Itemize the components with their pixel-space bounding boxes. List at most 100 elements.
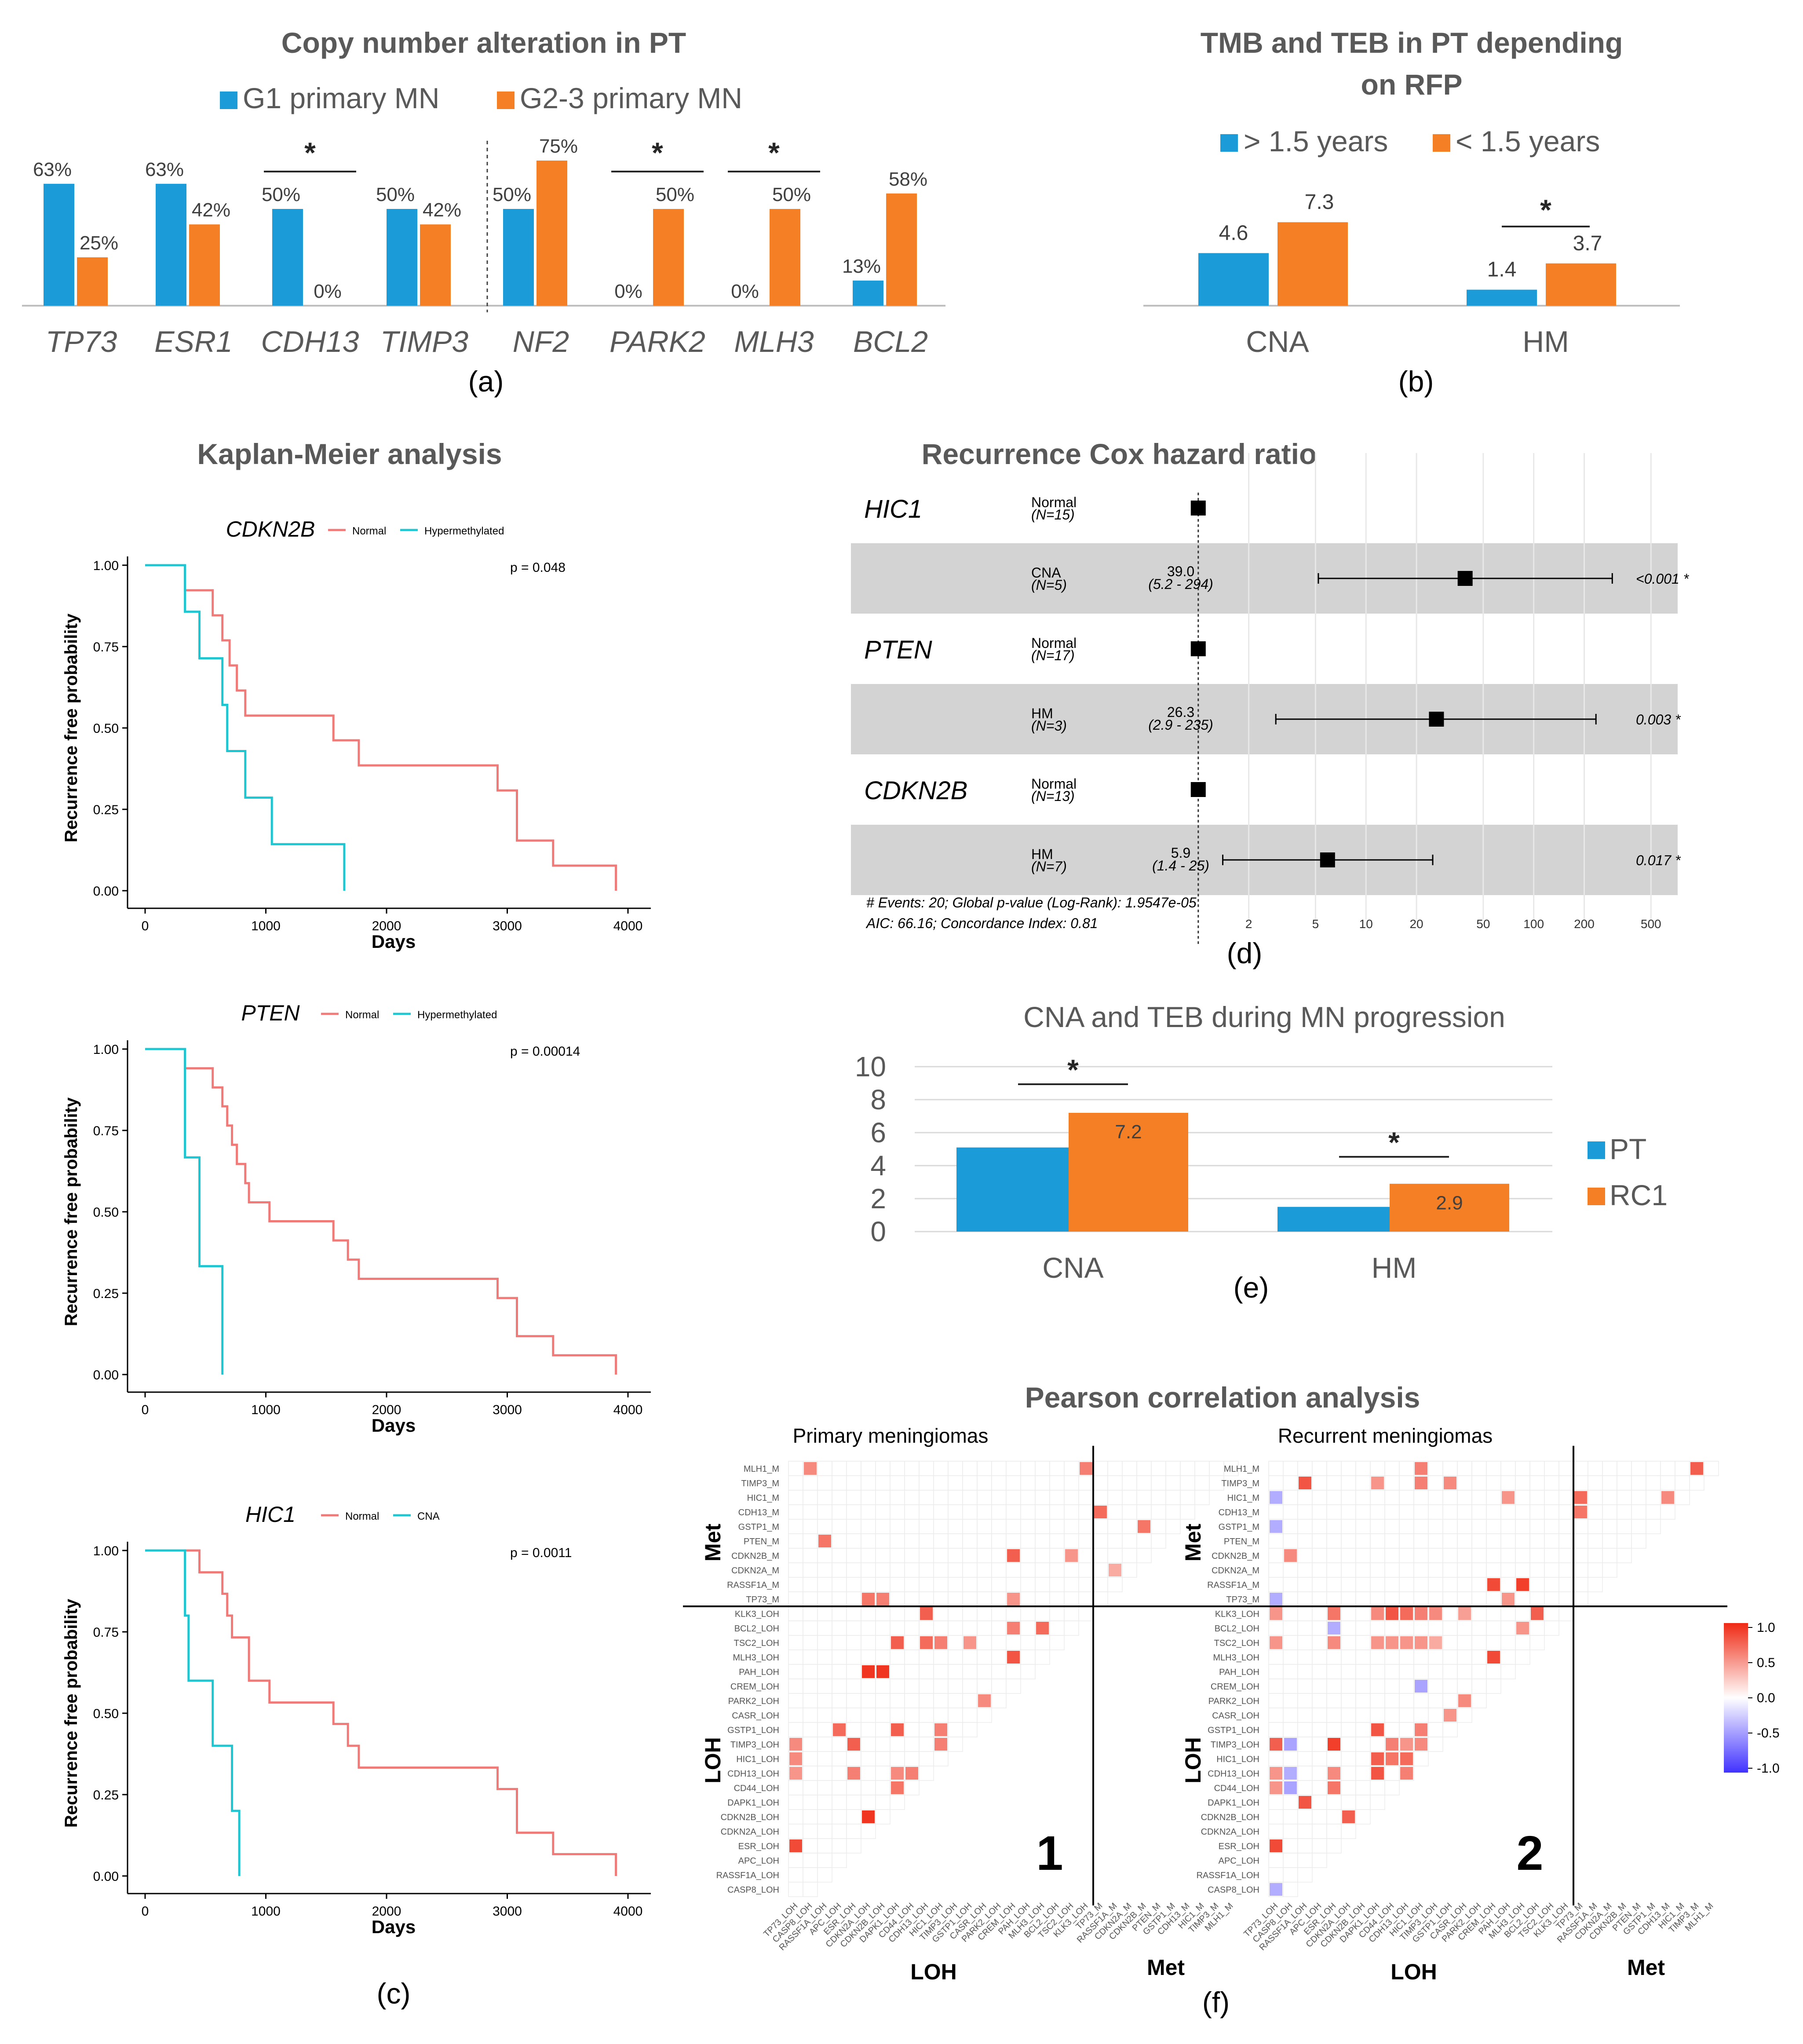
heatmap-value-cell	[1299, 1796, 1311, 1809]
heatmap-grid-cell	[1268, 1620, 1284, 1636]
heatmap-grid-cell	[832, 1577, 847, 1592]
heatmap-grid-cell	[788, 1678, 803, 1694]
heatmap-grid-cell	[1223, 1461, 1239, 1476]
heatmap-grid-cell	[803, 1490, 818, 1505]
panel-a: Copy number alteration in PT G1 primary M…	[22, 26, 945, 398]
km-y-tick-label: 0.00	[93, 1869, 119, 1884]
heatmap-grid-cell	[846, 1722, 861, 1737]
heatmap-grid-cell	[861, 1649, 876, 1665]
heatmap-grid-cell	[1006, 1664, 1021, 1679]
heatmap-grid-cell	[919, 1504, 934, 1520]
heatmap-row-label: BCL2_LOH	[734, 1624, 779, 1634]
heatmap-value-cell	[1328, 1607, 1340, 1620]
heatmap-grid-cell	[1268, 1867, 1284, 1883]
heatmap-grid-cell	[1471, 1562, 1487, 1578]
heatmap-grid-cell	[904, 1780, 920, 1795]
heatmap-grid-cell	[1049, 1475, 1065, 1491]
heatmap-grid-cell	[991, 1606, 1007, 1621]
heatmap-grid-cell	[1283, 1838, 1298, 1854]
heatmap-grid-cell	[1355, 1591, 1371, 1607]
heatmap-grid-cell	[1006, 1504, 1021, 1520]
heatmap-grid-cell	[1399, 1620, 1414, 1636]
heatmap-grid-cell	[1297, 1461, 1313, 1476]
heatmap-grid-cell	[1442, 1664, 1458, 1679]
heatmap-grid-cell	[861, 1577, 876, 1592]
heatmap-grid-cell	[1020, 1577, 1036, 1592]
heatmap-value-cell	[1328, 1622, 1340, 1634]
heatmap-grid-cell	[1122, 1562, 1137, 1578]
heatmap-grid-cell	[1355, 1475, 1371, 1491]
heatmap-grid-cell	[1064, 1591, 1079, 1607]
forest-group-label: Normal	[1031, 494, 1077, 510]
heatmap-grid-cell	[1020, 1490, 1036, 1505]
heatmap-row-label: PAH_LOH	[739, 1667, 779, 1677]
heatmap-grid-cell	[832, 1635, 847, 1650]
heatmap-row-label: HIC1_LOH	[736, 1755, 779, 1764]
heatmap-grid-cell	[1544, 1548, 1559, 1563]
heatmap-row-label: TIMP3_M	[741, 1479, 779, 1488]
heatmap-grid-cell	[832, 1504, 847, 1520]
heatmap-grid-cell	[1093, 1562, 1108, 1578]
heatmap-grid-cell	[1500, 1577, 1516, 1592]
heatmap-grid-cell	[1544, 1475, 1559, 1491]
heatmap-grid-cell	[875, 1533, 891, 1549]
heatmap-grid-cell	[962, 1562, 978, 1578]
heatmap-grid-cell	[1064, 1490, 1079, 1505]
heatmap-grid-cell	[1573, 1461, 1588, 1476]
tick-label-cdh13: CDH13	[261, 325, 359, 358]
heatmap-grid-cell	[817, 1838, 832, 1854]
heatmap-grid-cell	[1355, 1519, 1371, 1534]
forest-group-label: HM	[1031, 706, 1053, 721]
heatmap-grid-cell	[948, 1577, 963, 1592]
km-x-axis-label: Days	[372, 931, 416, 952]
legend-swatch-lt	[1433, 134, 1450, 152]
heatmap-grid-cell	[846, 1664, 861, 1679]
heatmap-grid-cell	[1544, 1533, 1559, 1549]
heatmap-value-cell	[1371, 1767, 1384, 1780]
colorbar-tick-label: -1.0	[1757, 1761, 1780, 1776]
heatmap-grid-cell	[1617, 1548, 1632, 1563]
forest-hr-value: 26.3	[1167, 704, 1194, 720]
heatmap-grid-cell	[861, 1620, 876, 1636]
tick-label-cna: CNA	[1042, 1251, 1103, 1284]
heatmap-grid-cell	[1151, 1504, 1166, 1520]
heatmap-row-label: CDH13_M	[738, 1508, 779, 1517]
heatmap-grid-cell	[1617, 1461, 1632, 1476]
heatmap-grid-cell	[890, 1795, 905, 1810]
heatmap-grid-cell	[890, 1548, 905, 1563]
heatmap-grid-cell	[890, 1649, 905, 1665]
heatmap-grid-cell	[1413, 1577, 1429, 1592]
heatmap-grid-cell	[1341, 1751, 1356, 1766]
heatmap-grid-cell	[803, 1780, 818, 1795]
heatmap-grid-cell	[1471, 1504, 1487, 1520]
heatmap-value-cell	[862, 1810, 875, 1823]
heatmap-grid-cell	[1020, 1475, 1036, 1491]
heatmap-value-cell	[1270, 1520, 1282, 1533]
km-y-tick-label: 0.75	[93, 640, 119, 655]
heatmap-grid-cell	[1006, 1562, 1021, 1578]
heatmap-grid-cell	[1049, 1606, 1065, 1621]
heatmap-grid-cell	[1399, 1504, 1414, 1520]
heatmap-grid-cell	[1283, 1620, 1298, 1636]
heatmap-grid-cell	[1558, 1504, 1574, 1520]
heatmap-grid-cell	[948, 1722, 963, 1737]
heatmap-grid-cell	[1297, 1664, 1313, 1679]
heatmap-grid-cell	[1312, 1533, 1327, 1549]
heatmap-value-cell	[1036, 1622, 1049, 1634]
bar-label-cna-lt: 7.3	[1305, 190, 1334, 214]
heatmap-grid-cell	[1457, 1548, 1472, 1563]
heatmap-row-label: PARK2_LOH	[1208, 1697, 1259, 1706]
heatmap-grid-cell	[1268, 1533, 1284, 1549]
heatmap-grid-cell	[1355, 1795, 1371, 1810]
heatmap-grid-cell	[948, 1620, 963, 1636]
heatmap-grid-cell	[861, 1635, 876, 1650]
heatmap-grid-cell	[1326, 1461, 1342, 1476]
bar-label-park2-g1: 0%	[614, 281, 642, 302]
heatmap-row-label: CREM_LOH	[1211, 1682, 1259, 1692]
heatmap-grid-cell	[846, 1490, 861, 1505]
heatmap-grid-cell	[832, 1853, 847, 1868]
heatmap-grid-cell	[933, 1577, 949, 1592]
heatmap-grid-cell	[1035, 1577, 1050, 1592]
heatmap-grid-cell	[817, 1562, 832, 1578]
legend-swatch-pt	[1588, 1141, 1605, 1159]
